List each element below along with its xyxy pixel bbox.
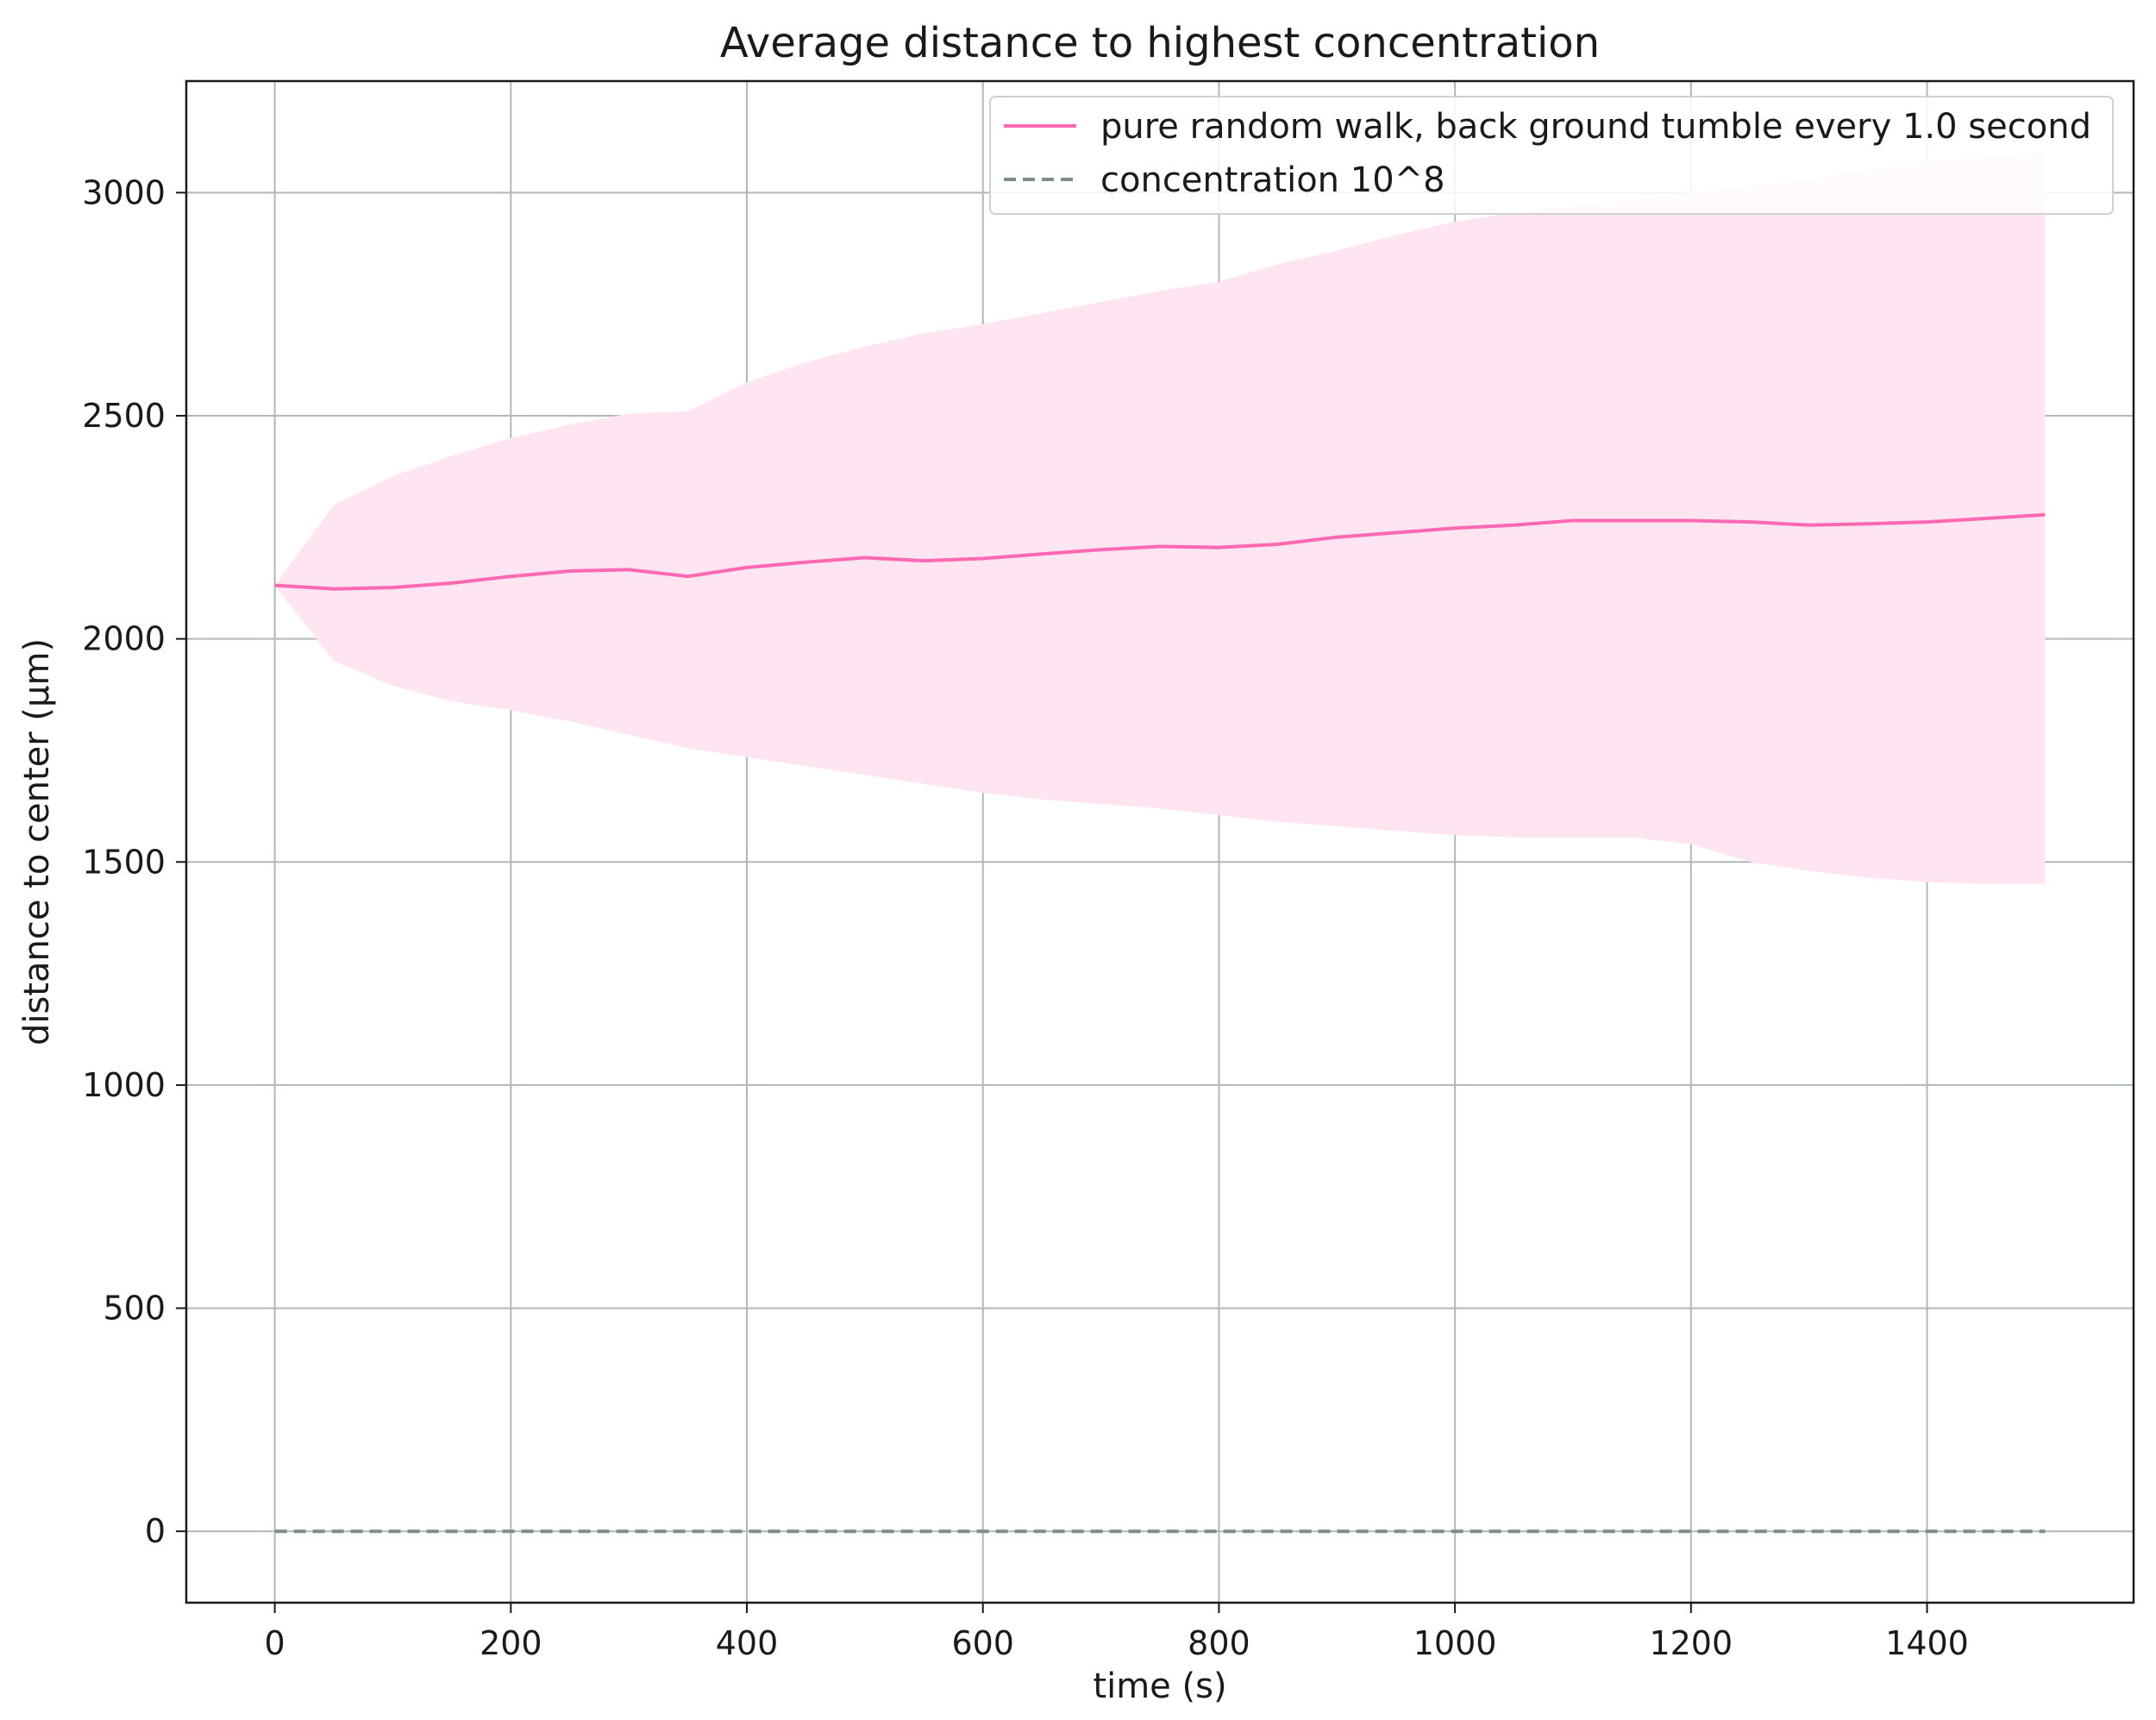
x-axis-label: time (s) <box>1093 1667 1226 1706</box>
y-tick-label: 500 <box>103 1290 166 1328</box>
legend-box <box>989 96 2114 215</box>
legend-entry-random-walk: pure random walk, back ground tumble eve… <box>1100 107 2091 147</box>
x-axis-ticks: 0 200 400 600 800 1000 1200 1400 <box>265 1603 1969 1662</box>
x-tick-label: 0 <box>265 1624 285 1662</box>
x-tick-label: 800 <box>1188 1624 1250 1662</box>
y-tick-label: 2000 <box>82 620 166 658</box>
lines-layer <box>274 512 2046 1534</box>
band-layer <box>274 152 2046 885</box>
plot-frame <box>185 79 2135 1604</box>
chart-title: Average distance to highest concentratio… <box>720 19 1600 67</box>
y-tick-label: 3000 <box>82 173 166 211</box>
y-axis-ticks: 0 500 1000 1500 2000 2500 3000 <box>82 173 186 1550</box>
y-tick-label: 1500 <box>82 843 166 881</box>
legend: pure random walk, back ground tumble eve… <box>989 96 2114 215</box>
y-tick-label: 1000 <box>82 1066 166 1104</box>
series-line-0 <box>274 512 2046 591</box>
y-tick-label: 2500 <box>82 397 166 435</box>
y-tick-label: 0 <box>145 1512 166 1550</box>
legend-entry-concentration: concentration 10^8 <box>1100 160 1445 200</box>
y-axis-label: distance to center (µm) <box>17 638 57 1045</box>
x-tick-label: 600 <box>951 1624 1014 1662</box>
x-tick-label: 200 <box>479 1624 542 1662</box>
x-tick-label: 1400 <box>1885 1624 1969 1662</box>
series-band-0 <box>274 152 2046 885</box>
x-tick-label: 1200 <box>1649 1624 1733 1662</box>
x-tick-label: 1000 <box>1413 1624 1497 1662</box>
x-tick-label: 400 <box>716 1624 779 1662</box>
